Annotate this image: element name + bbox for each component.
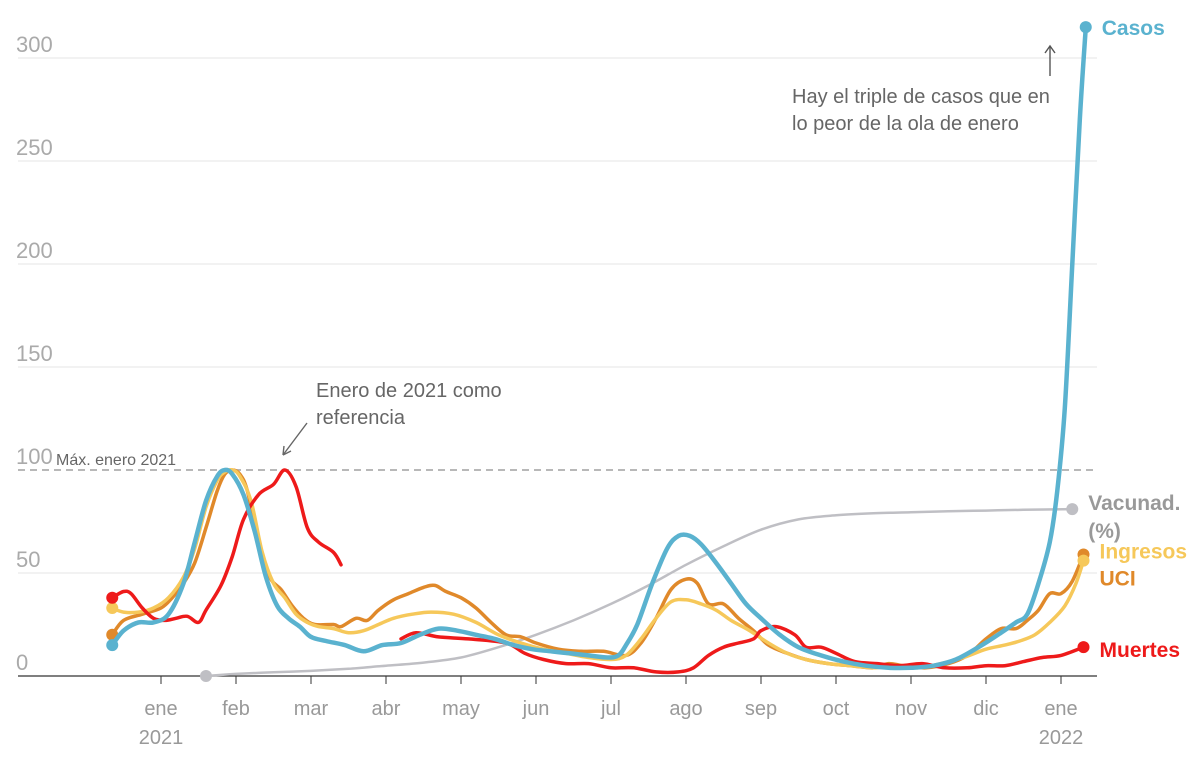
x-tick-year-0: 2021 (139, 727, 184, 749)
x-tick-label-1: feb (222, 698, 250, 720)
annotation-triple-line-1: lo peor de la ola de enero (792, 113, 1019, 135)
reference-label-bg (54, 450, 194, 469)
x-tick-label-11: dic (973, 698, 999, 720)
series-label-uci: UCI (1100, 567, 1136, 590)
x-tick-label-6: jul (600, 698, 621, 720)
series-line-vacunad-0 (204, 507, 1074, 678)
annotation-triple-arrowhead (1044, 44, 1056, 54)
series-label-muertes: Muertes (1100, 639, 1181, 662)
series-start-dot-ingresos (106, 602, 119, 615)
gridlines (18, 57, 1097, 677)
x-tick-label-8: sep (745, 698, 777, 720)
series-line-muertes-0 (110, 468, 343, 625)
x-tick-label-12: ene (1044, 698, 1077, 720)
series-start-dot-muertes (106, 591, 119, 604)
x-axis: ene 2021 feb mar abr may jun jul ago sep oct nov dic… (139, 676, 1084, 749)
series-end-dot-vacunad (1066, 503, 1079, 516)
series-group: Vacunad. (%) UCI Ingresos Muertes Casos (106, 17, 1187, 682)
reference-label: Máx. enero 2021 (56, 452, 176, 469)
series-end-dot-ingresos (1077, 554, 1090, 567)
annotation-reference-line-1: referencia (316, 407, 406, 429)
x-tick-year-12: 2022 (1039, 727, 1084, 749)
y-axis: 0 50 100 150 200 250 300 (16, 32, 53, 675)
y-tick-label-250: 250 (16, 135, 53, 160)
annotation-reference-arrow (282, 422, 308, 456)
x-tick-label-10: nov (895, 698, 927, 720)
annotations: Enero de 2021 como referencia Hay el tripl… (282, 44, 1056, 456)
series-end-dot-casos (1079, 21, 1092, 34)
y-tick-label-50: 50 (16, 547, 40, 572)
series-label-vacunad-1: (%) (1088, 520, 1121, 543)
y-tick-label-300: 300 (16, 32, 53, 57)
x-tick-label-7: ago (669, 698, 702, 720)
x-tick-label-9: oct (823, 698, 850, 720)
annotation-reference-arrowhead (282, 445, 292, 456)
series-label-vacunad: Vacunad. (1088, 492, 1180, 515)
x-tick-label-0: ene (144, 698, 177, 720)
series-start-dot-casos (106, 639, 119, 652)
series-label-casos: Casos (1102, 17, 1165, 40)
x-tick-label-5: jun (522, 698, 550, 720)
y-tick-label-100: 100 (16, 444, 53, 469)
series-start-dot-vacunad (200, 670, 212, 682)
x-tick-label-2: mar (294, 698, 329, 720)
y-tick-label-0: 0 (16, 650, 28, 675)
y-tick-label-200: 200 (16, 238, 53, 263)
annotation-triple-line-0: Hay el triple de casos que en (792, 86, 1050, 108)
annotation-reference-line-0: Enero de 2021 como (316, 380, 502, 402)
series-line-uci-0 (110, 468, 1086, 670)
series-line-casos-0 (110, 24, 1089, 671)
x-tick-label-3: abr (372, 698, 401, 720)
series-line-ingresos-0 (110, 468, 1086, 670)
reference-line-group: Máx. enero 2021 (18, 450, 1097, 471)
series-label-ingresos: Ingresos (1100, 541, 1188, 564)
y-tick-label-150: 150 (16, 341, 53, 366)
x-tick-label-4: may (442, 698, 480, 720)
series-line-muertes-1 (399, 624, 1086, 675)
series-end-dot-muertes (1077, 641, 1090, 654)
